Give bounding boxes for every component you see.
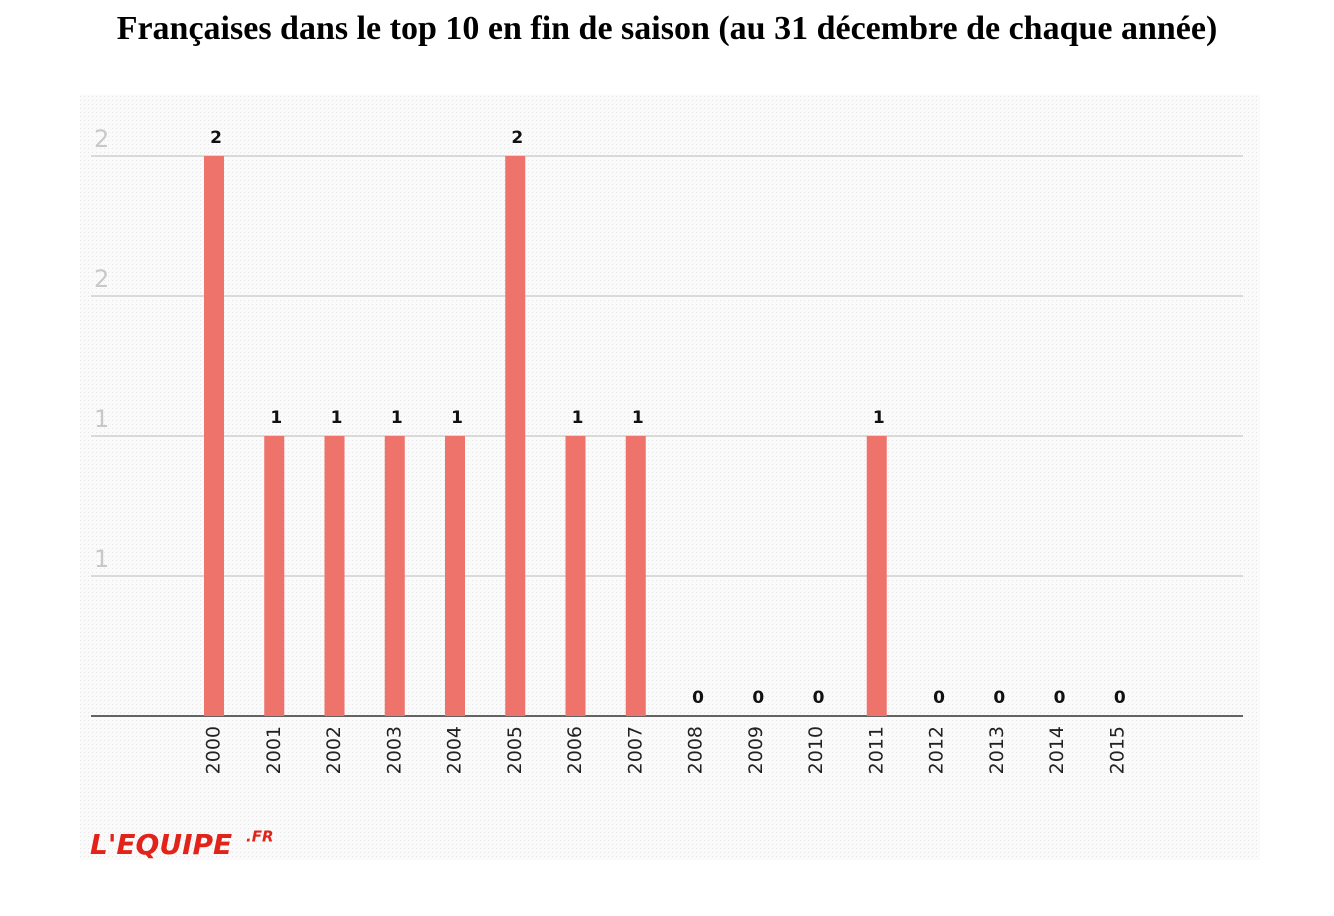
value-label: 0 xyxy=(933,688,945,708)
value-label: 1 xyxy=(572,408,584,428)
x-tick-label: 2011 xyxy=(865,726,887,774)
x-tick-label: 2003 xyxy=(383,726,405,774)
x-tick-label: 2007 xyxy=(624,726,646,774)
x-tick-label: 2002 xyxy=(323,726,345,774)
value-label: 0 xyxy=(752,688,764,708)
bar xyxy=(565,436,586,716)
bar xyxy=(204,156,224,716)
value-label: 0 xyxy=(692,688,704,708)
x-tick-label: 2014 xyxy=(1046,726,1068,774)
x-tick-label: 2009 xyxy=(745,726,767,774)
x-tick-label: 2013 xyxy=(986,726,1008,774)
value-label: 1 xyxy=(632,408,644,428)
x-tick-label: 2004 xyxy=(444,726,466,774)
y-tick-label: 2 xyxy=(94,265,109,293)
plot-background xyxy=(80,95,1260,860)
bar xyxy=(505,156,526,716)
value-label: 1 xyxy=(331,408,343,428)
value-label: 2 xyxy=(210,128,222,148)
value-label: 0 xyxy=(813,688,825,708)
value-label: 2 xyxy=(511,128,523,148)
value-label: 1 xyxy=(391,408,403,428)
bar xyxy=(324,436,345,716)
x-tick-label: 2010 xyxy=(805,726,827,774)
bar xyxy=(445,436,465,716)
value-label: 0 xyxy=(1054,688,1066,708)
logo-suffix: .FR xyxy=(246,828,274,846)
value-label: 1 xyxy=(873,408,885,428)
y-tick-label: 1 xyxy=(94,545,109,573)
bar xyxy=(866,436,887,716)
y-tick-label: 1 xyxy=(94,405,109,433)
logo-text: L'EQUIPE xyxy=(90,828,232,861)
x-tick-label: 2001 xyxy=(263,726,285,774)
x-tick-label: 2015 xyxy=(1106,726,1128,774)
x-tick-label: 2012 xyxy=(926,726,948,774)
logo: L'EQUIPE .FR xyxy=(90,828,274,862)
x-tick-label: 2000 xyxy=(203,726,225,774)
x-tick-label: 2008 xyxy=(685,726,707,774)
bar xyxy=(625,436,646,716)
bar xyxy=(264,436,285,716)
chart-title: Françaises dans le top 10 en fin de sais… xyxy=(117,10,1218,47)
y-tick-label: 2 xyxy=(94,125,109,153)
value-label: 0 xyxy=(1114,688,1126,708)
x-tick-label: 2005 xyxy=(504,726,526,774)
x-tick-label: 2006 xyxy=(564,726,586,774)
value-label: 1 xyxy=(270,408,282,428)
bar xyxy=(384,436,405,716)
value-label: 1 xyxy=(451,408,463,428)
value-label: 0 xyxy=(993,688,1005,708)
